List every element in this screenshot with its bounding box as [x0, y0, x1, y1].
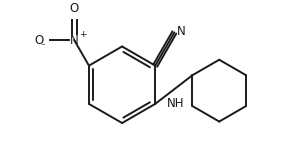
Text: NH: NH	[166, 97, 184, 110]
Text: N: N	[70, 34, 79, 47]
Text: O: O	[34, 34, 43, 47]
Text: O: O	[69, 2, 79, 15]
Text: +: +	[79, 30, 87, 40]
Text: N: N	[177, 25, 185, 37]
Text: ⁻: ⁻	[41, 42, 46, 53]
